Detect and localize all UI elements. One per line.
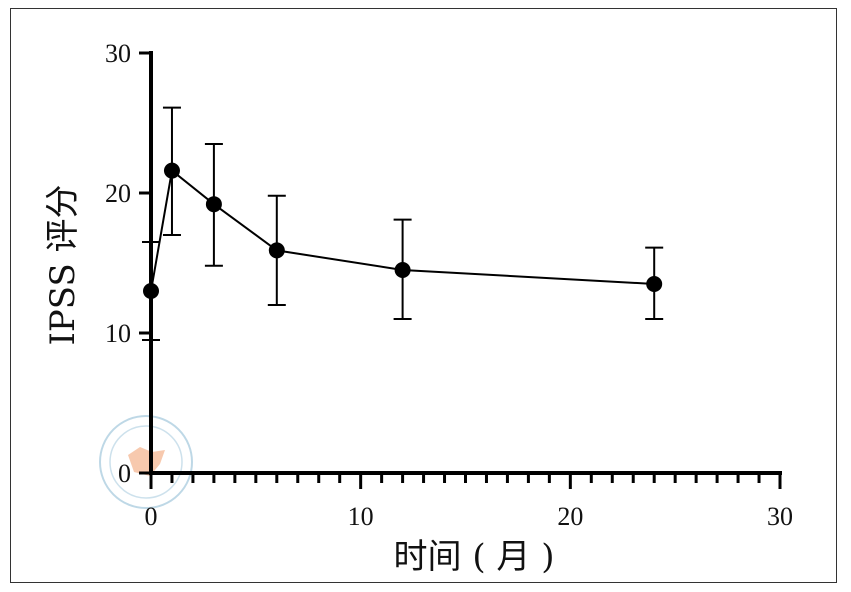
- y-tick-label: 20: [105, 179, 131, 208]
- x-tick-label: 0: [145, 502, 158, 531]
- y-axis-label: IPSS 评分: [43, 184, 83, 345]
- chart-frame: [10, 8, 837, 583]
- y-tick-label: 10: [105, 319, 131, 348]
- data-point: [646, 276, 663, 292]
- data-point: [205, 196, 222, 213]
- data-point: [143, 283, 159, 299]
- data-point: [268, 242, 285, 259]
- data-point: [163, 162, 180, 179]
- x-axis-label: 时间 ( 月 ): [394, 537, 555, 577]
- watermark-seal: [99, 415, 193, 509]
- x-tick-label: 20: [557, 502, 583, 531]
- x-tick-label: 30: [767, 502, 793, 531]
- y-tick-label: 0: [118, 459, 131, 488]
- axes: 0 10 20 30 0 10 20 30: [105, 39, 793, 531]
- series-line: [150, 168, 655, 292]
- axis-labels: 时间 ( 月 ) IPSS 评分: [43, 184, 554, 577]
- data-point: [394, 262, 411, 278]
- chart-marks: [142, 106, 664, 341]
- y-tick-label: 30: [105, 39, 131, 68]
- x-tick-label: 10: [348, 502, 374, 531]
